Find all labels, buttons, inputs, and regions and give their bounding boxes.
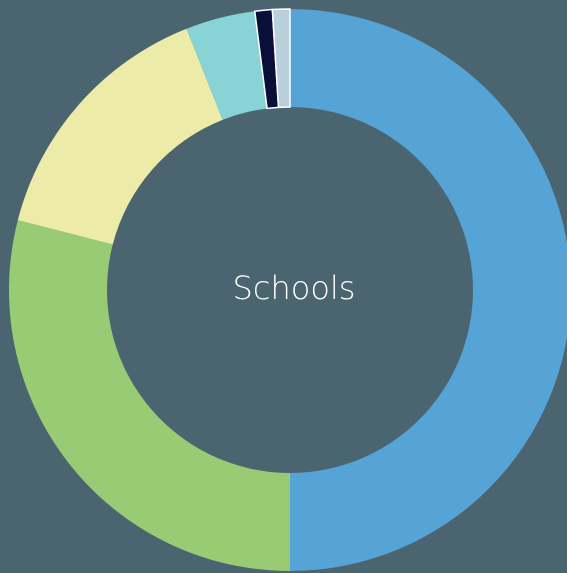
donut-slice	[271, 8, 291, 109]
donut-slice	[8, 220, 290, 571]
donut-slice	[17, 28, 223, 245]
center-label: Schools	[233, 269, 356, 307]
donut-slice	[186, 11, 268, 120]
donut-slice	[290, 9, 567, 571]
donut	[8, 8, 567, 571]
